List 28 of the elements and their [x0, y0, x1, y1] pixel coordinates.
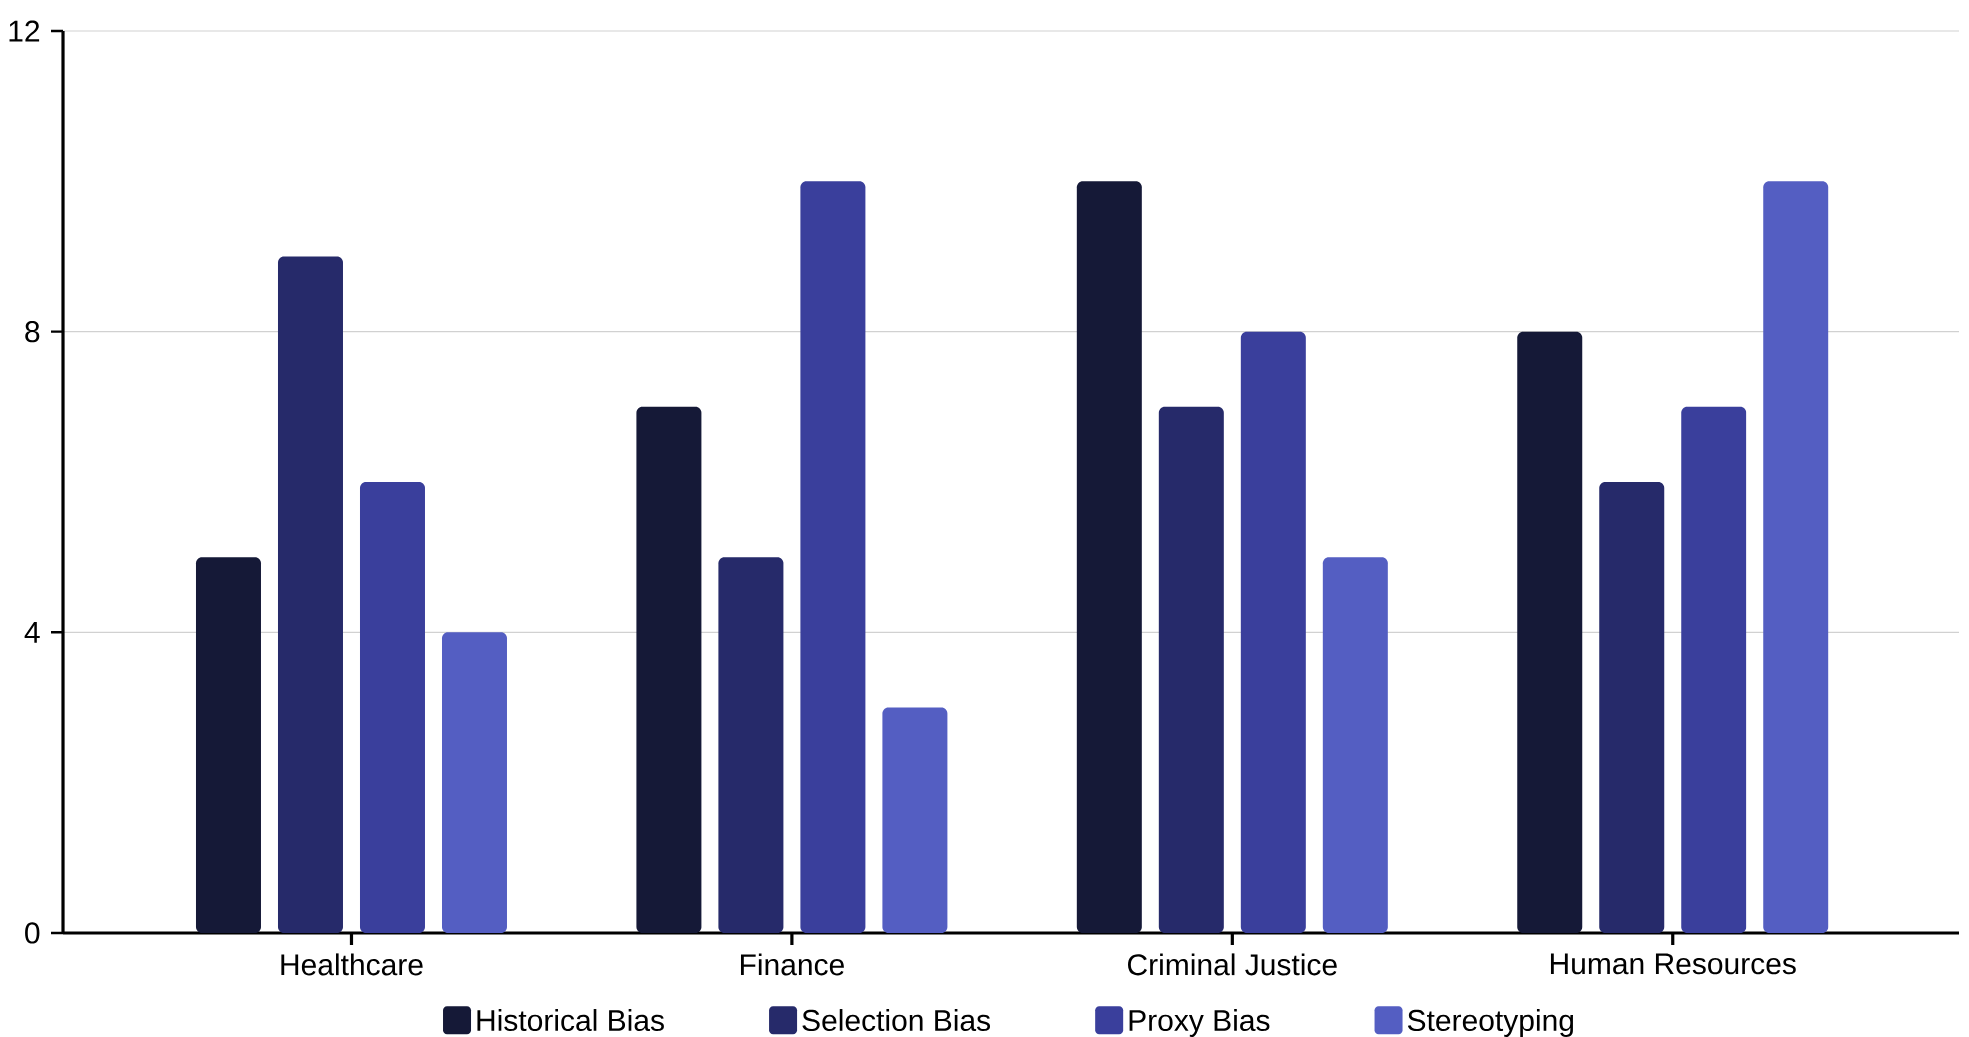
- y-tick-label: 4: [24, 622, 40, 643]
- legend-label: Proxy Bias: [1129, 1009, 1270, 1037]
- bar: [882, 707, 948, 933]
- x-tick-label: Criminal Justice: [1128, 953, 1337, 976]
- legend-label: Selection Bias: [802, 1009, 991, 1032]
- legend-label: Stereotyping: [1407, 1009, 1574, 1037]
- bar: [636, 406, 702, 933]
- y-tick-label: 0: [25, 922, 40, 944]
- bar: [359, 481, 425, 933]
- x-tick-label: Human Resources: [1550, 953, 1796, 975]
- bar: [1599, 481, 1665, 933]
- legend-label: Historical Bias: [477, 1009, 664, 1032]
- bar: [195, 557, 261, 933]
- bar: [1681, 406, 1747, 933]
- bar: [441, 632, 507, 933]
- x-tick-label: Finance: [740, 953, 844, 976]
- bar: [718, 557, 784, 933]
- y-tick-label: 12: [9, 20, 40, 42]
- bar: [800, 181, 866, 933]
- bar: [1240, 331, 1306, 933]
- bar: [1517, 331, 1583, 933]
- bar: [1763, 181, 1829, 933]
- y-tick-label: 8: [25, 321, 40, 343]
- bar: [1076, 181, 1142, 933]
- bar: [1158, 406, 1224, 933]
- bar: [277, 256, 343, 933]
- bar: [1322, 557, 1388, 933]
- x-tick-label: Healthcare: [281, 953, 423, 976]
